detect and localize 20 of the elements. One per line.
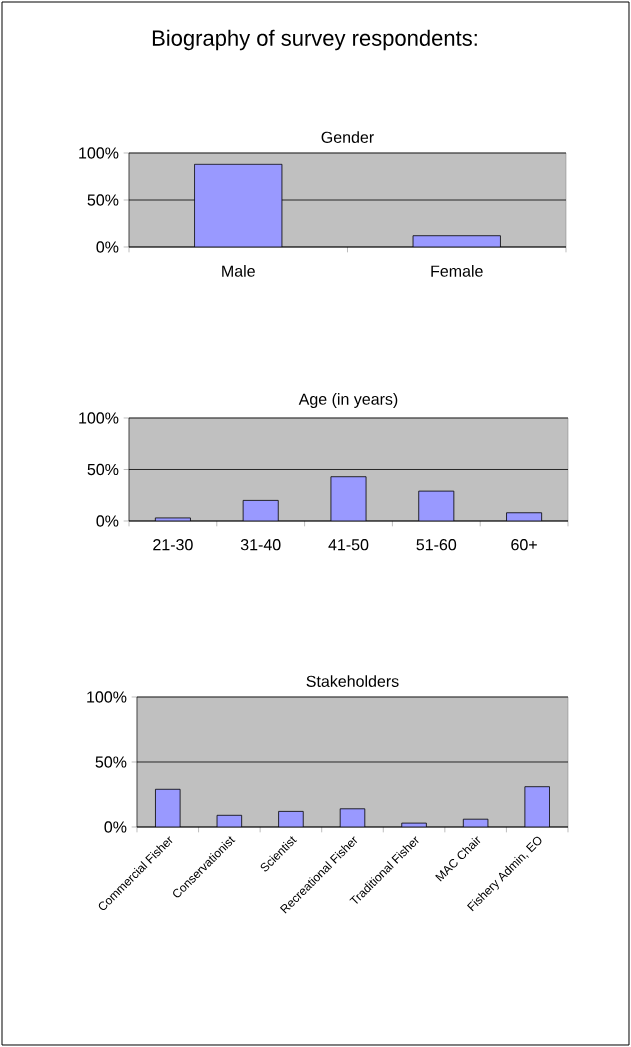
x-tick-label: 31-40 bbox=[240, 539, 281, 551]
y-tick-label: 100% bbox=[79, 147, 119, 159]
y-tick-label: 50% bbox=[87, 463, 119, 476]
x-tick-label: Female bbox=[431, 265, 483, 277]
y-tick-label: 0% bbox=[104, 821, 127, 833]
x-tick-label: 60+ bbox=[511, 539, 537, 551]
y-tick-label: 0% bbox=[96, 515, 119, 527]
x-tick-label: 41-50 bbox=[328, 539, 369, 551]
x-tick-label: 21-30 bbox=[153, 539, 193, 551]
x-tick-label: 51-60 bbox=[416, 539, 457, 551]
text: Biography of survey respondents: bbox=[152, 29, 477, 51]
chart-title: Stakeholders bbox=[306, 675, 399, 687]
y-tick-label: 100% bbox=[87, 691, 127, 703]
chart-title: Age (in years) bbox=[298, 393, 398, 408]
y-tick-label: 100% bbox=[79, 412, 119, 424]
y-tick-label: 0% bbox=[96, 241, 119, 253]
x-tick-label: Male bbox=[222, 265, 255, 277]
chart-title: Gender bbox=[321, 131, 374, 143]
y-tick-label: 50% bbox=[95, 756, 127, 768]
y-tick-label: 50% bbox=[87, 194, 119, 206]
